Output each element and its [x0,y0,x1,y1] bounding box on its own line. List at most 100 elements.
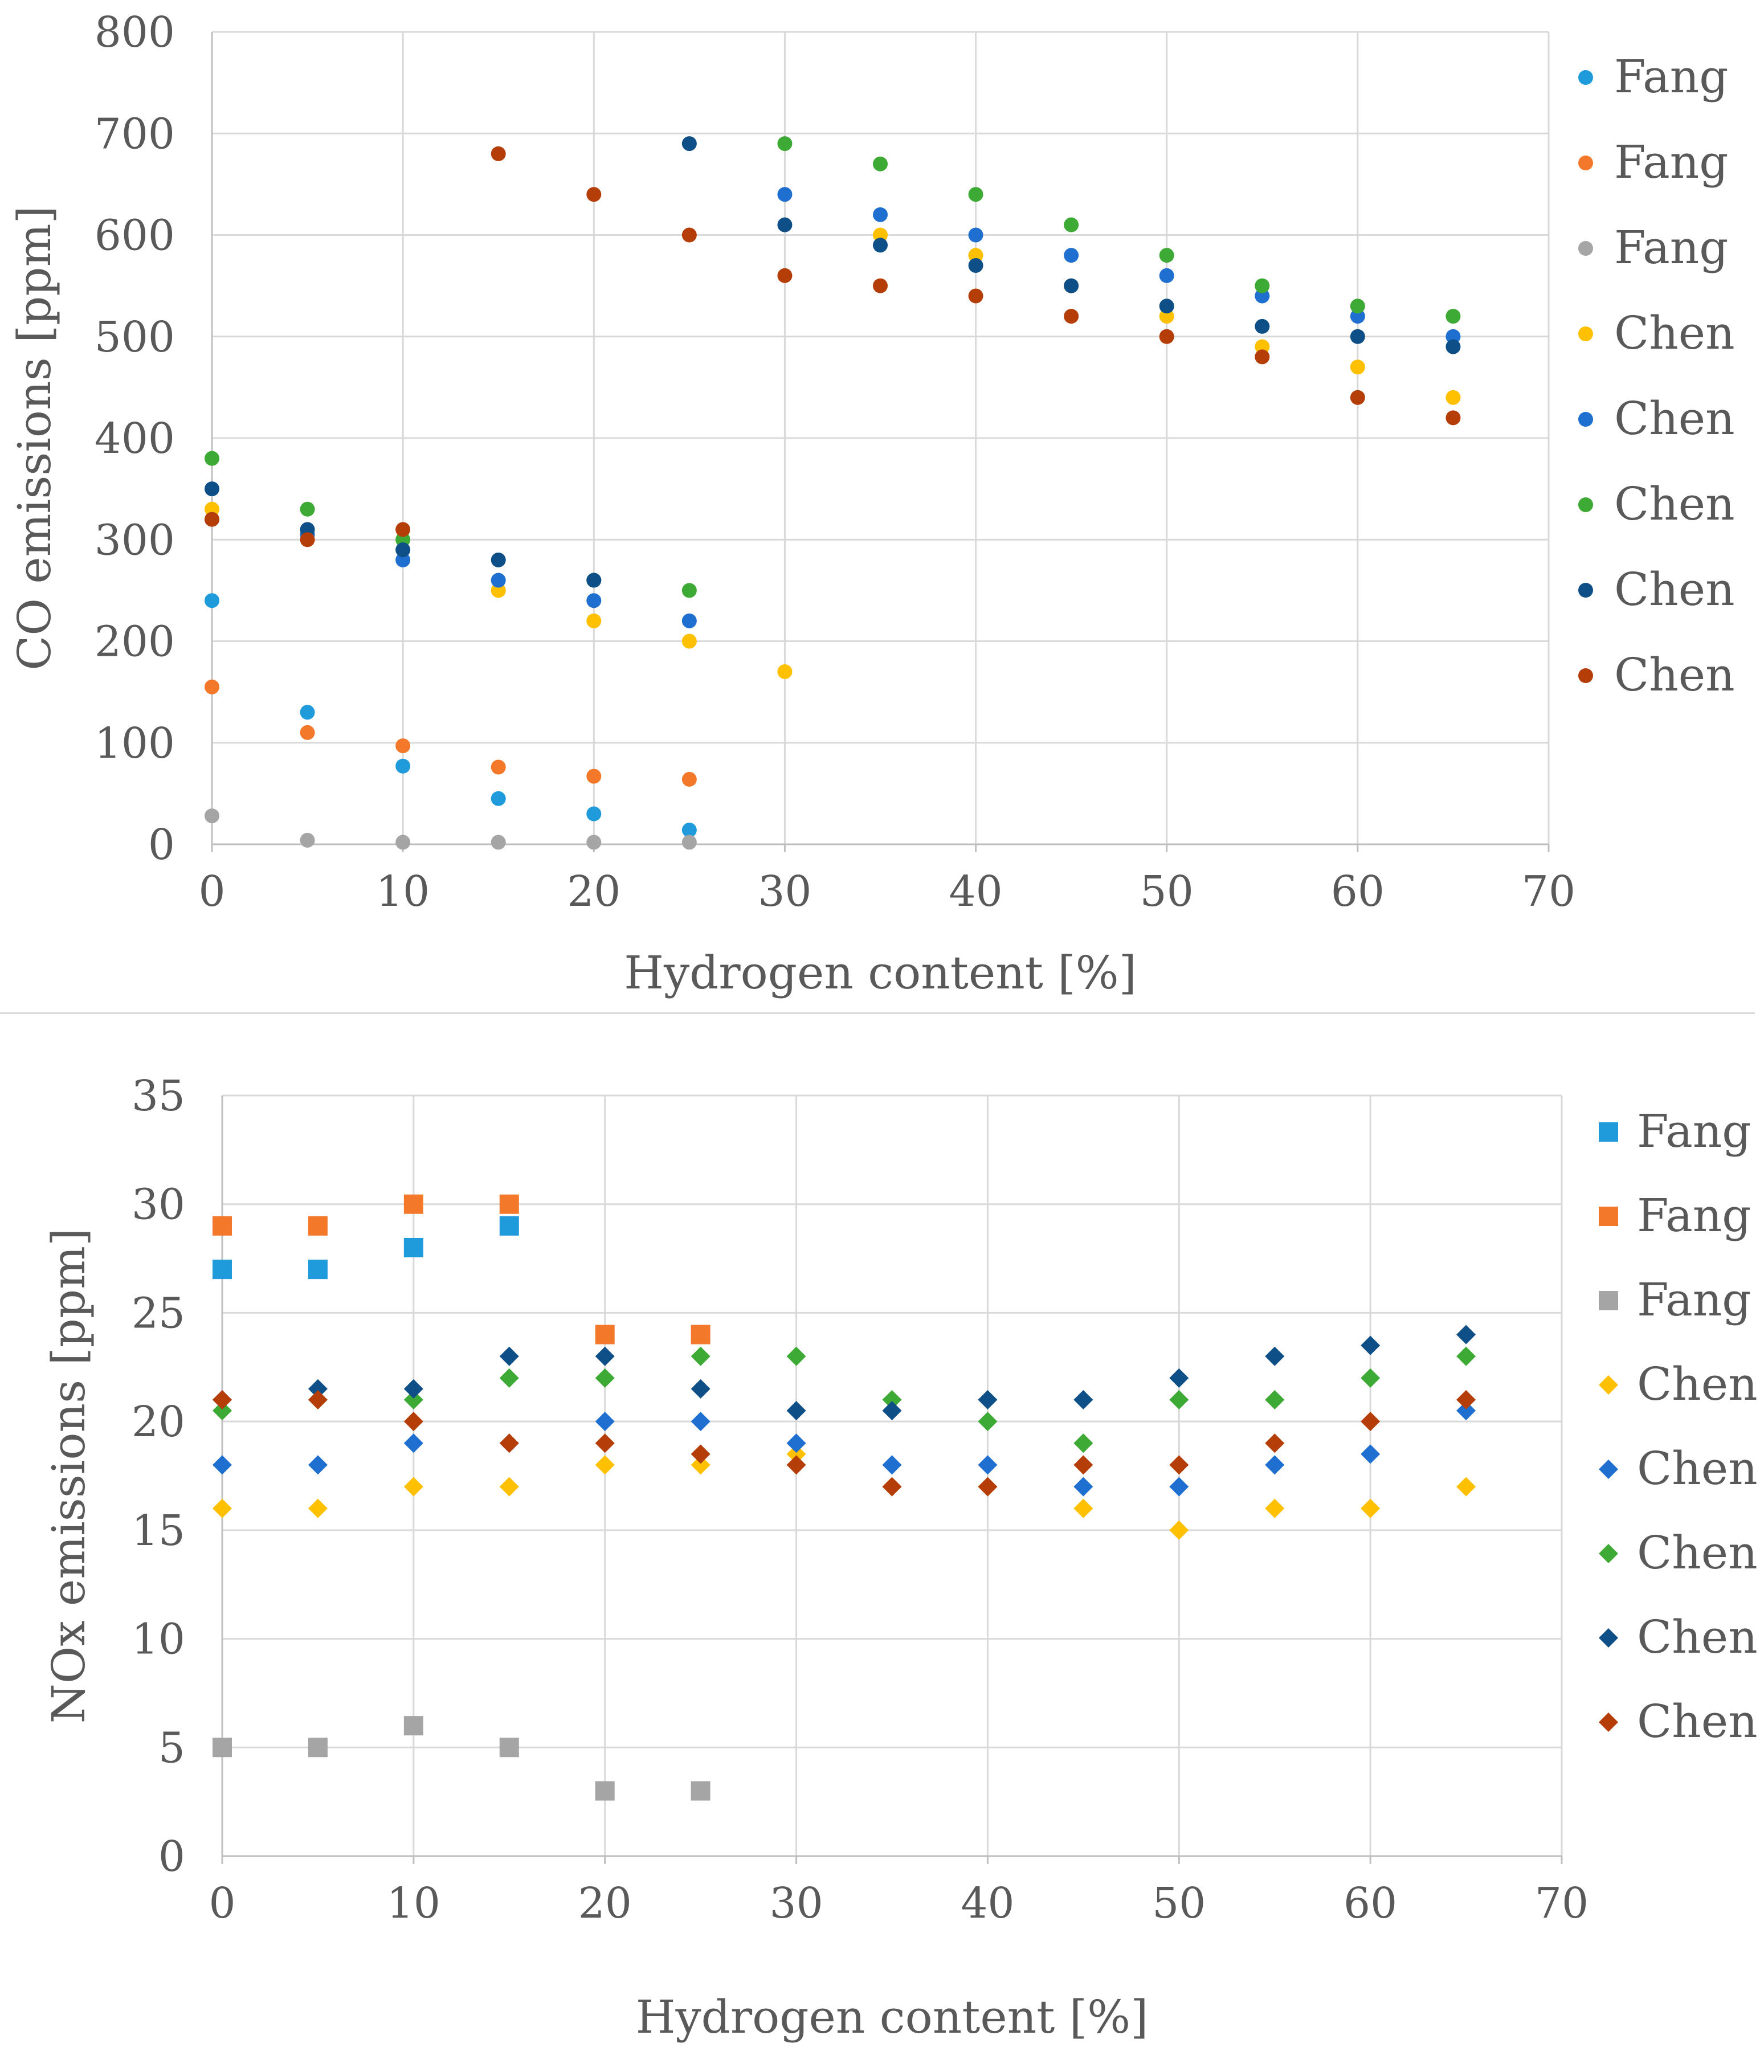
data-point [491,552,506,567]
data-point [777,268,793,283]
legend-marker [1578,241,1593,256]
legend-marker [1599,1375,1618,1395]
data-point [1446,309,1461,324]
data-point [213,1401,232,1421]
data-point [499,1216,519,1236]
data-point [213,1390,232,1409]
y-tick-label: 300 [95,516,175,565]
data-point [1456,1390,1476,1409]
x-tick-label: 60 [1344,1879,1397,1928]
legend-marker [1578,583,1593,598]
legend-marker [1578,668,1593,683]
data-point [395,552,411,567]
y-tick-label: 10 [132,1615,185,1664]
y-tick-label: 25 [132,1289,185,1338]
data-point [205,679,219,694]
data-point [1265,1390,1285,1409]
data-point [403,1238,423,1257]
y-tick-label: 30 [132,1180,185,1229]
data-point [1064,217,1079,232]
data-point [595,1433,615,1453]
data-point [691,1379,710,1399]
data-point [786,1455,806,1475]
data-point [1255,318,1270,334]
y-tick-label: 200 [95,618,175,667]
data-point [586,593,602,608]
x-tick-label: 40 [961,1879,1014,1928]
data-point [882,1401,902,1421]
data-point [1064,278,1079,293]
y-axis-title: CO emissions [ppm] [8,206,61,671]
data-point [491,573,506,588]
legend-label: Chen [1614,392,1735,445]
data-point [300,725,315,740]
data-point [205,481,219,497]
data-point [1361,1498,1381,1518]
x-tick-label: 0 [209,1879,235,1928]
data-point [681,136,697,152]
data-point [1255,349,1270,365]
x-tick-label: 30 [769,1879,823,1928]
y-tick-label: 100 [95,719,175,768]
legend-marker [1599,1628,1618,1648]
data-point [1073,1498,1093,1518]
legend-marker [1599,1122,1618,1142]
data-point [1456,1346,1476,1366]
data-point [1361,1368,1381,1388]
data-point [300,522,315,537]
data-point [1159,268,1174,283]
co-emissions-chart: 0 10 20 30 40 50 60 700100200300400500600700800… [8,8,1735,999]
data-point [595,1412,615,1432]
data-point [873,207,888,222]
y-tick-label: 800 [95,8,175,57]
nox-emissions-chart: 0 10 20 30 40 50 60 70 0 5 10 15 20 25 30 35 Hydrogen co… [42,1072,1758,2044]
data-point [1255,288,1270,304]
data-point [300,501,315,517]
data-point [395,738,411,754]
data-point [586,613,602,628]
data-point [1446,410,1461,426]
data-point [595,1781,615,1801]
data-point [205,593,219,608]
x-axis-title: Hydrogen content [%] [624,946,1137,999]
legend-marker [1599,1544,1618,1563]
data-point [978,1390,998,1409]
legend-marker [1599,1713,1618,1732]
legend-label: Fang [1614,136,1729,189]
data-point [691,1444,710,1464]
chart-divider [0,1012,1755,1014]
legend-label: Chen [1614,306,1735,359]
data-point [1456,1401,1476,1421]
data-point [777,217,793,232]
data-point [882,1455,902,1475]
y-axis-title: NOx emissions [ppm] [42,1228,95,1724]
data-point [403,1477,423,1497]
data-point [403,1379,423,1399]
data-point [873,227,888,243]
data-point [1169,1390,1189,1409]
data-point [213,1216,232,1236]
x-tick-label: 50 [1140,867,1194,916]
data-point [968,248,983,263]
data-point [978,1412,998,1432]
data-point [213,1498,232,1518]
data-point [1255,339,1270,354]
data-point [499,1194,519,1214]
legend-label: Fang [1637,1105,1751,1158]
data-point [1446,390,1461,405]
legend-label: Chen [1637,1358,1758,1411]
data-point [1265,1455,1285,1475]
legend-label: Chen [1614,648,1735,701]
data-point [1064,309,1079,324]
data-point [681,835,697,850]
data-point [1169,1455,1189,1475]
data-point [499,1368,519,1388]
data-point [1073,1455,1093,1475]
data-point [499,1433,519,1453]
data-point [786,1433,806,1453]
data-point [691,1412,710,1432]
data-point [395,532,411,547]
data-point [491,835,506,850]
data-point [1169,1520,1189,1540]
